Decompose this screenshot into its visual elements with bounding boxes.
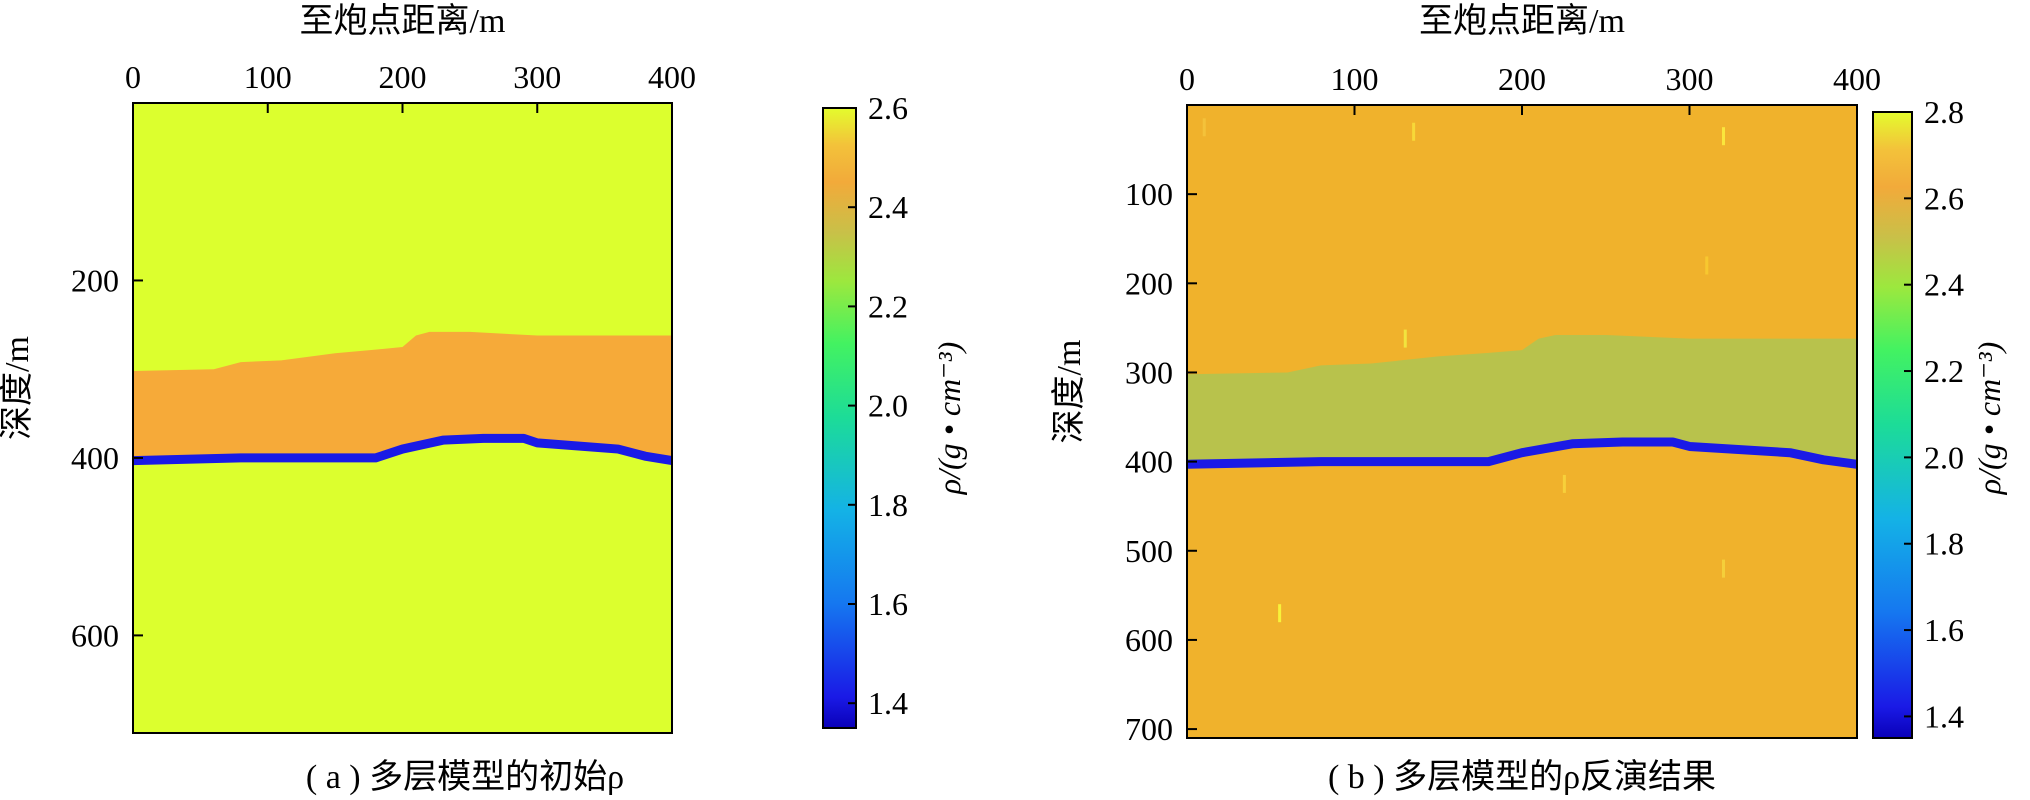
x-tick-label: 300 [513, 59, 561, 95]
y-tick-label: 400 [1125, 444, 1173, 480]
plot-area [1187, 105, 1857, 738]
colorbar-tick-label: 2.4 [868, 189, 908, 225]
layer-middle-region [133, 331, 672, 461]
layer-middle-region [1187, 335, 1857, 465]
colorbar-tick-label: 1.4 [1924, 698, 1964, 734]
speckle [1722, 127, 1725, 146]
y-tick-label: 500 [1125, 533, 1173, 569]
colorbar-tick-label: 1.6 [1924, 612, 1964, 648]
colorbar-tick-label: 2.8 [1924, 94, 1964, 130]
x-tick-label: 400 [648, 59, 696, 95]
caption-prefix: ( b ) [1328, 759, 1393, 796]
x-axis-label: 至炮点距离/m [300, 2, 506, 40]
speckle [1403, 329, 1407, 348]
colorbar-tick-label: 1.8 [1924, 526, 1964, 562]
colorbar-tick-label: 1.8 [868, 487, 908, 523]
colorbar-tick-label: 2.4 [1924, 267, 1964, 303]
colorbar-tick-label: 2.0 [1924, 439, 1964, 475]
x-tick-label: 200 [379, 59, 427, 95]
y-tick-label: 600 [1125, 622, 1173, 658]
colorbar-tick-label: 1.6 [868, 586, 908, 622]
colorbar-tick-label: 2.6 [868, 90, 908, 126]
y-tick-label: 300 [1125, 354, 1173, 390]
y-tick-label: 700 [1125, 711, 1173, 747]
y-axis-label: 深度/m [0, 336, 36, 440]
x-tick-label: 300 [1666, 61, 1714, 97]
plot-area [133, 103, 672, 733]
x-tick-label: 400 [1833, 61, 1881, 97]
y-tick-label: 600 [71, 617, 119, 653]
colorbar-tick-label: 2.2 [1924, 353, 1964, 389]
speckle [1705, 256, 1709, 275]
panel-a: 0 100 200 300 400 200 400 600 至炮点距离/m 深度/m ( a ) 多… [0, 2, 967, 796]
caption-text: 多层模型的ρ反演结果 [1393, 758, 1716, 796]
layer-bottom-region [133, 438, 672, 733]
low-density-boundary [133, 433, 672, 466]
speckle [1562, 474, 1566, 493]
x-tick-label: 0 [125, 59, 141, 95]
panel-caption: ( a ) 多层模型的初始ρ [306, 758, 624, 796]
colorbar [822, 107, 857, 729]
x-tick-label: 200 [1498, 61, 1546, 97]
speckle [1722, 559, 1725, 578]
caption-text: 多层模型的初始ρ [369, 758, 624, 796]
colorbar-tick-label: 2.0 [868, 388, 908, 424]
y-tick-label: 200 [1125, 265, 1173, 301]
caption-prefix: ( a ) [306, 759, 369, 796]
y-tick-label: 400 [71, 440, 119, 476]
colorbar-label: ρ/(g • cm⁻³) [1971, 342, 2007, 496]
y-tick-label: 200 [71, 262, 119, 298]
speckle [1412, 122, 1416, 141]
x-tick-label: 100 [244, 59, 292, 95]
colorbar [1872, 111, 1913, 739]
colorbar-label: ρ/(g • cm⁻³) [931, 342, 967, 496]
low-density-boundary [1187, 437, 1857, 469]
colorbar-tick-label: 2.2 [868, 288, 908, 324]
x-tick-label: 100 [1331, 61, 1379, 97]
x-tick-label: 0 [1179, 61, 1195, 97]
speckle [1202, 118, 1206, 137]
y-tick-label: 100 [1125, 176, 1173, 212]
y-axis-label: 深度/m [1050, 340, 1088, 444]
x-axis-label: 至炮点距离/m [1419, 2, 1625, 40]
colorbar-tick-label: 2.6 [1924, 180, 1964, 216]
speckle [1278, 604, 1282, 623]
panel-b: 0 100 200 300 400 100 200 300 400 500 600 700 至炮点距离/… [1050, 2, 2007, 796]
panel-caption: ( b ) 多层模型的ρ反演结果 [1328, 758, 1716, 796]
colorbar-tick-label: 1.4 [868, 685, 908, 721]
layer-bottom-region [1187, 442, 1857, 738]
